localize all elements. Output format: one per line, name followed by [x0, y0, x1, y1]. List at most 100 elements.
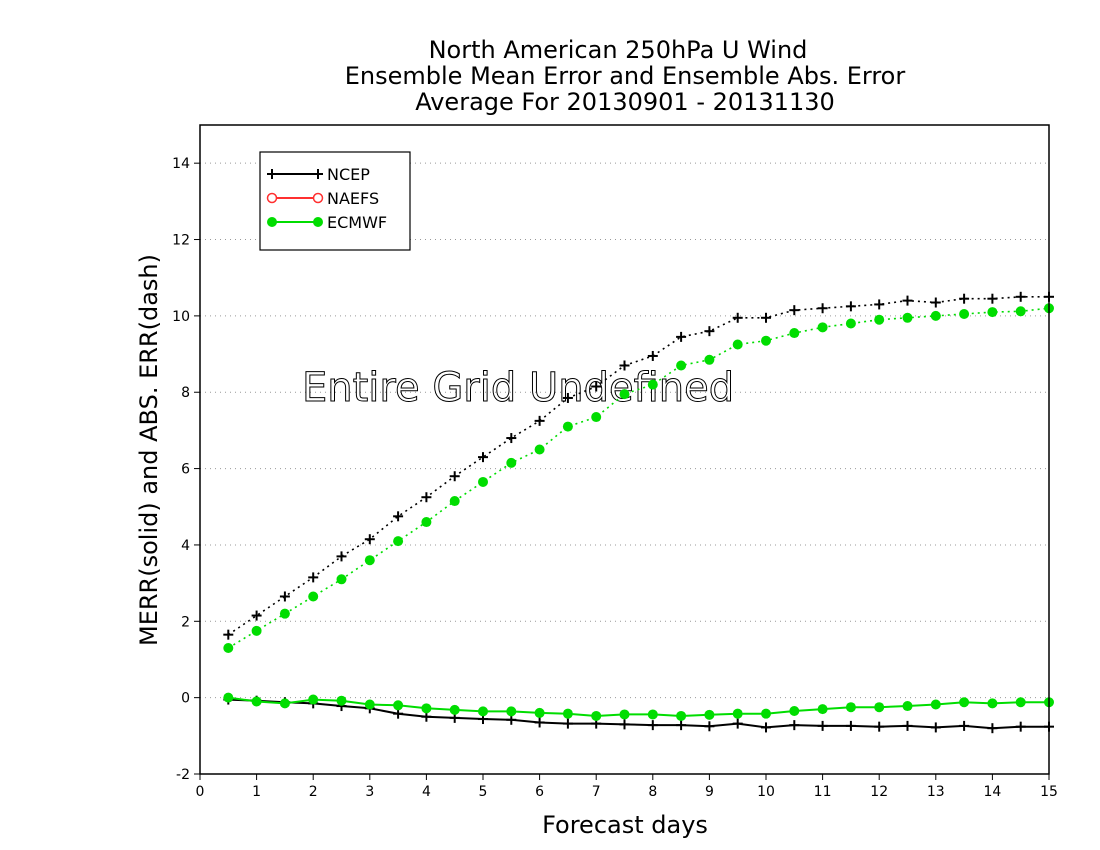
data-point: [619, 709, 630, 720]
legend-marker: [267, 217, 277, 227]
data-point: [676, 331, 687, 342]
data-point: [619, 719, 630, 730]
legend-marker: [266, 192, 278, 204]
x-tick-label: 3: [365, 784, 374, 800]
data-point: [789, 305, 800, 316]
x-tick-label: 9: [705, 784, 714, 800]
x-axis: 0 1 2 3 4 5 6 7 8 9 10 11 12 13 14 15: [196, 774, 1058, 800]
legend-label: NAEFS: [327, 189, 379, 208]
data-point: [1015, 291, 1026, 302]
x-tick-label: 10: [757, 784, 775, 800]
y-tick-label: 4: [181, 538, 190, 554]
x-tick-label: 4: [422, 784, 431, 800]
data-point: [647, 379, 658, 390]
data-point: [393, 536, 404, 547]
data-point: [789, 706, 800, 717]
y-tick-label: 2: [181, 614, 190, 630]
data-point: [534, 707, 545, 718]
data-point: [308, 572, 319, 583]
data-point: [421, 711, 432, 722]
data-point: [817, 322, 828, 333]
y-tick-label: 6: [181, 462, 190, 478]
y-tick-label: 14: [172, 156, 190, 172]
legend-label: ECMWF: [327, 213, 387, 232]
data-point: [817, 303, 828, 314]
data-point: [279, 608, 290, 619]
data-point: [449, 704, 460, 715]
data-point: [619, 360, 630, 371]
plot-frame: [199, 124, 1050, 775]
data-point: [732, 312, 743, 323]
data-point: [704, 721, 715, 732]
x-tick-label: 11: [814, 784, 832, 800]
data-point: [845, 318, 856, 329]
y-tick-label: 8: [181, 385, 190, 401]
series-line: [227, 307, 1050, 649]
data-point: [449, 496, 460, 507]
data-point: [732, 708, 743, 719]
data-point: [506, 433, 517, 444]
x-tick-label: 7: [592, 784, 601, 800]
data-point: [591, 412, 602, 423]
x-tick-label: 6: [535, 784, 544, 800]
data-point: [534, 717, 545, 728]
legend-marker: [313, 217, 323, 227]
data-point: [223, 629, 234, 640]
y-tick-label: -2: [176, 767, 190, 783]
legend-item-ecmwf: ECMWF: [267, 213, 387, 232]
data-point: [732, 718, 743, 729]
x-tick-label: 15: [1040, 784, 1058, 800]
data-point: [676, 710, 687, 721]
data-point: [959, 697, 970, 708]
x-tick-label: 5: [479, 784, 488, 800]
data-point: [336, 574, 347, 585]
data-point: [1015, 697, 1026, 708]
data-point: [902, 720, 913, 731]
data-point: [591, 381, 602, 392]
data-point: [393, 708, 404, 719]
data-point: [761, 722, 771, 733]
gridlines: [200, 162, 1049, 775]
plot-series: [223, 291, 1054, 734]
data-point: [930, 310, 941, 321]
series-ncep-mean-error: [223, 694, 1054, 734]
title-line-2: Ensemble Mean Error and Ensemble Abs. Er…: [345, 62, 906, 90]
data-point: [874, 314, 885, 325]
data-point: [308, 591, 319, 602]
y-axis-label: MERR(solid) and ABS. ERR(dash): [135, 254, 163, 646]
data-point: [506, 457, 517, 468]
legend: NCEP NAEFS ECMWF: [259, 151, 411, 251]
data-point: [902, 312, 913, 323]
data-point: [393, 511, 404, 522]
data-point: [421, 703, 432, 714]
data-point: [251, 696, 262, 707]
data-point: [987, 698, 998, 709]
data-point: [647, 350, 658, 361]
data-point: [789, 720, 800, 731]
data-point: [676, 720, 687, 731]
x-tick-label: 8: [648, 784, 657, 800]
data-point: [251, 625, 262, 636]
data-point: [223, 692, 234, 703]
data-point: [789, 328, 800, 339]
series-ecmwf-abs-error: [223, 303, 1054, 654]
data-point: [506, 714, 517, 725]
x-tick-label: 14: [983, 784, 1001, 800]
data-point: [364, 699, 375, 710]
data-point: [562, 708, 573, 719]
series-line: [227, 295, 1049, 636]
data-point: [874, 299, 885, 310]
data-point: [761, 708, 771, 719]
data-point: [959, 308, 970, 319]
data-point: [534, 415, 545, 426]
data-point: [449, 471, 460, 482]
data-point: [619, 389, 630, 400]
data-point: [845, 301, 856, 312]
legend-item-naefs: NAEFS: [266, 189, 379, 208]
data-point: [591, 710, 602, 721]
data-point: [364, 555, 375, 566]
data-point: [987, 307, 998, 318]
x-tick-label: 12: [870, 784, 888, 800]
data-point: [421, 492, 432, 503]
